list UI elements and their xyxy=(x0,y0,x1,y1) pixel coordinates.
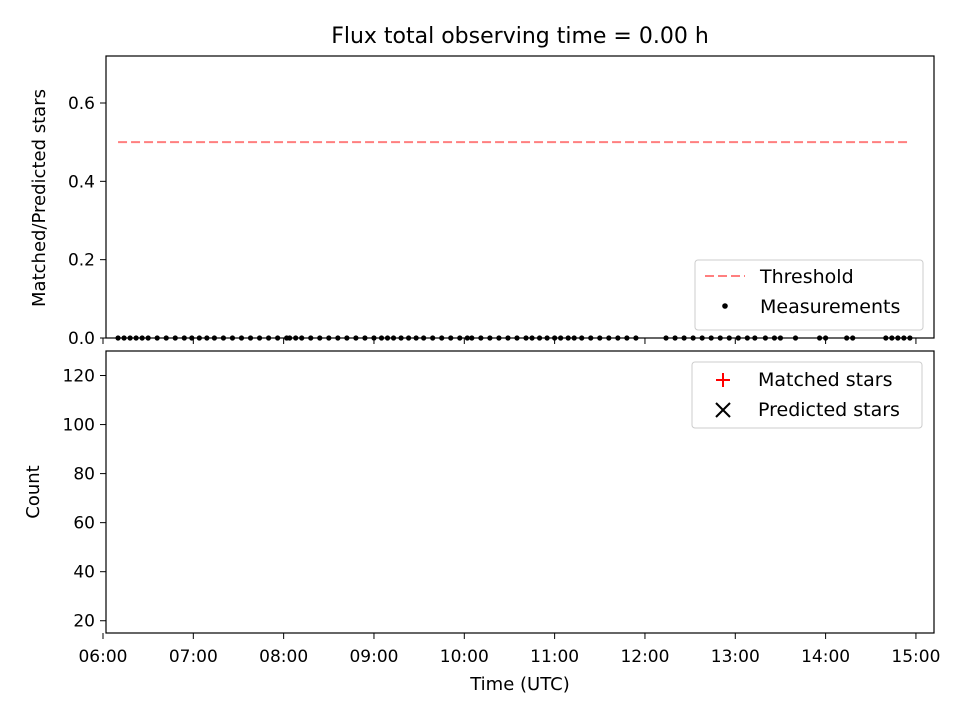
top-plot-frame xyxy=(105,55,935,339)
top-legend: Threshold Measurements xyxy=(694,259,924,331)
legend-threshold-label: Threshold xyxy=(759,266,854,288)
legend-matched-label: Matched stars xyxy=(758,369,892,391)
bottom-x-ticks: 06:00 07:00 08:00 09:00 10:00 11:00 12:00 13:00… xyxy=(78,633,940,667)
chart-title: Flux total observing time = 0.00 h xyxy=(331,24,709,49)
top-y-axis-label: Matched/Predicted stars xyxy=(29,89,50,307)
top-y-tick-label: 0.0 xyxy=(68,329,95,349)
x-tick-label: 12:00 xyxy=(620,647,669,667)
x-tick-label: 08:00 xyxy=(259,647,308,667)
top-y-ticks: 0.0 0.2 0.4 0.6 xyxy=(68,94,106,349)
bottom-y-tick-label: 100 xyxy=(63,416,95,436)
bottom-panel: Count Time (UTC) 20 40 60 80 100 120 06:00 07:… xyxy=(23,350,940,695)
legend-measurements-swatch xyxy=(722,303,728,309)
bottom-plot-frame xyxy=(105,350,935,634)
x-tick-label: 11:00 xyxy=(530,647,579,667)
top-y-tick-label: 0.4 xyxy=(68,172,95,192)
bottom-y-tick-label: 80 xyxy=(73,465,95,485)
x-tick-label: 07:00 xyxy=(169,647,218,667)
x-axis-label: Time (UTC) xyxy=(469,674,570,695)
x-tick-label: 15:00 xyxy=(891,647,940,667)
legend-measurements-label: Measurements xyxy=(760,296,900,318)
x-tick-label: 13:00 xyxy=(711,647,760,667)
top-panel: Matched/Predicted stars 0.0 0.2 0.4 0.6 Thr… xyxy=(29,55,935,349)
top-y-tick-label: 0.2 xyxy=(68,251,95,271)
bottom-y-tick-label: 20 xyxy=(73,612,95,632)
legend-predicted-label: Predicted stars xyxy=(758,399,900,421)
x-tick-label: 06:00 xyxy=(78,647,127,667)
top-legend-box xyxy=(694,259,924,331)
bottom-y-tick-label: 120 xyxy=(63,367,95,387)
x-tick-label: 10:00 xyxy=(440,647,489,667)
legend-matched-swatch xyxy=(716,373,730,387)
x-tick-label: 14:00 xyxy=(801,647,850,667)
bottom-y-tick-label: 60 xyxy=(73,514,95,534)
bottom-legend: Matched stars Predicted stars xyxy=(691,361,923,429)
x-tick-label: 09:00 xyxy=(349,647,398,667)
bottom-y-ticks: 20 40 60 80 100 120 xyxy=(63,367,106,632)
bottom-y-tick-label: 40 xyxy=(73,563,95,583)
top-x-ticks xyxy=(102,338,917,344)
bottom-y-axis-label: Count xyxy=(23,465,44,518)
top-y-tick-label: 0.6 xyxy=(68,94,95,114)
bottom-legend-box xyxy=(691,361,923,429)
legend-predicted-swatch xyxy=(715,402,731,418)
